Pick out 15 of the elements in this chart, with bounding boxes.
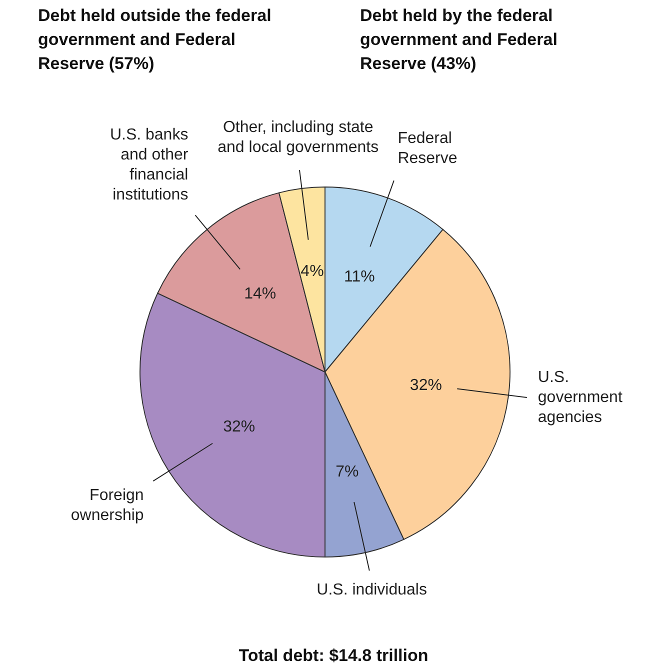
- data-label: 32%: [223, 418, 256, 436]
- data-label: 7%: [336, 463, 359, 480]
- data-label: 14%: [244, 286, 276, 303]
- data-label: 11%: [344, 268, 375, 286]
- slice-label: U.S. government agencies: [538, 368, 623, 426]
- text: Debt held by the federal government and Federal Reserve (43%): [360, 6, 558, 73]
- data-label: 4%: [300, 263, 324, 280]
- text: Total debt: $14.8 trillion: [238, 646, 428, 665]
- slice-label: Other, including state and local governments: [218, 119, 379, 156]
- slice-label: U.S. banks and other financial institutions: [110, 126, 189, 204]
- data-label: 32%: [410, 376, 442, 394]
- text: Debt held outside the federal government and Federal Reserve (57%): [38, 6, 272, 73]
- slice-label: Federal Reserve: [398, 130, 458, 168]
- slice-label: U.S. individuals: [316, 581, 427, 598]
- slice-label: Foreign ownership: [70, 486, 144, 524]
